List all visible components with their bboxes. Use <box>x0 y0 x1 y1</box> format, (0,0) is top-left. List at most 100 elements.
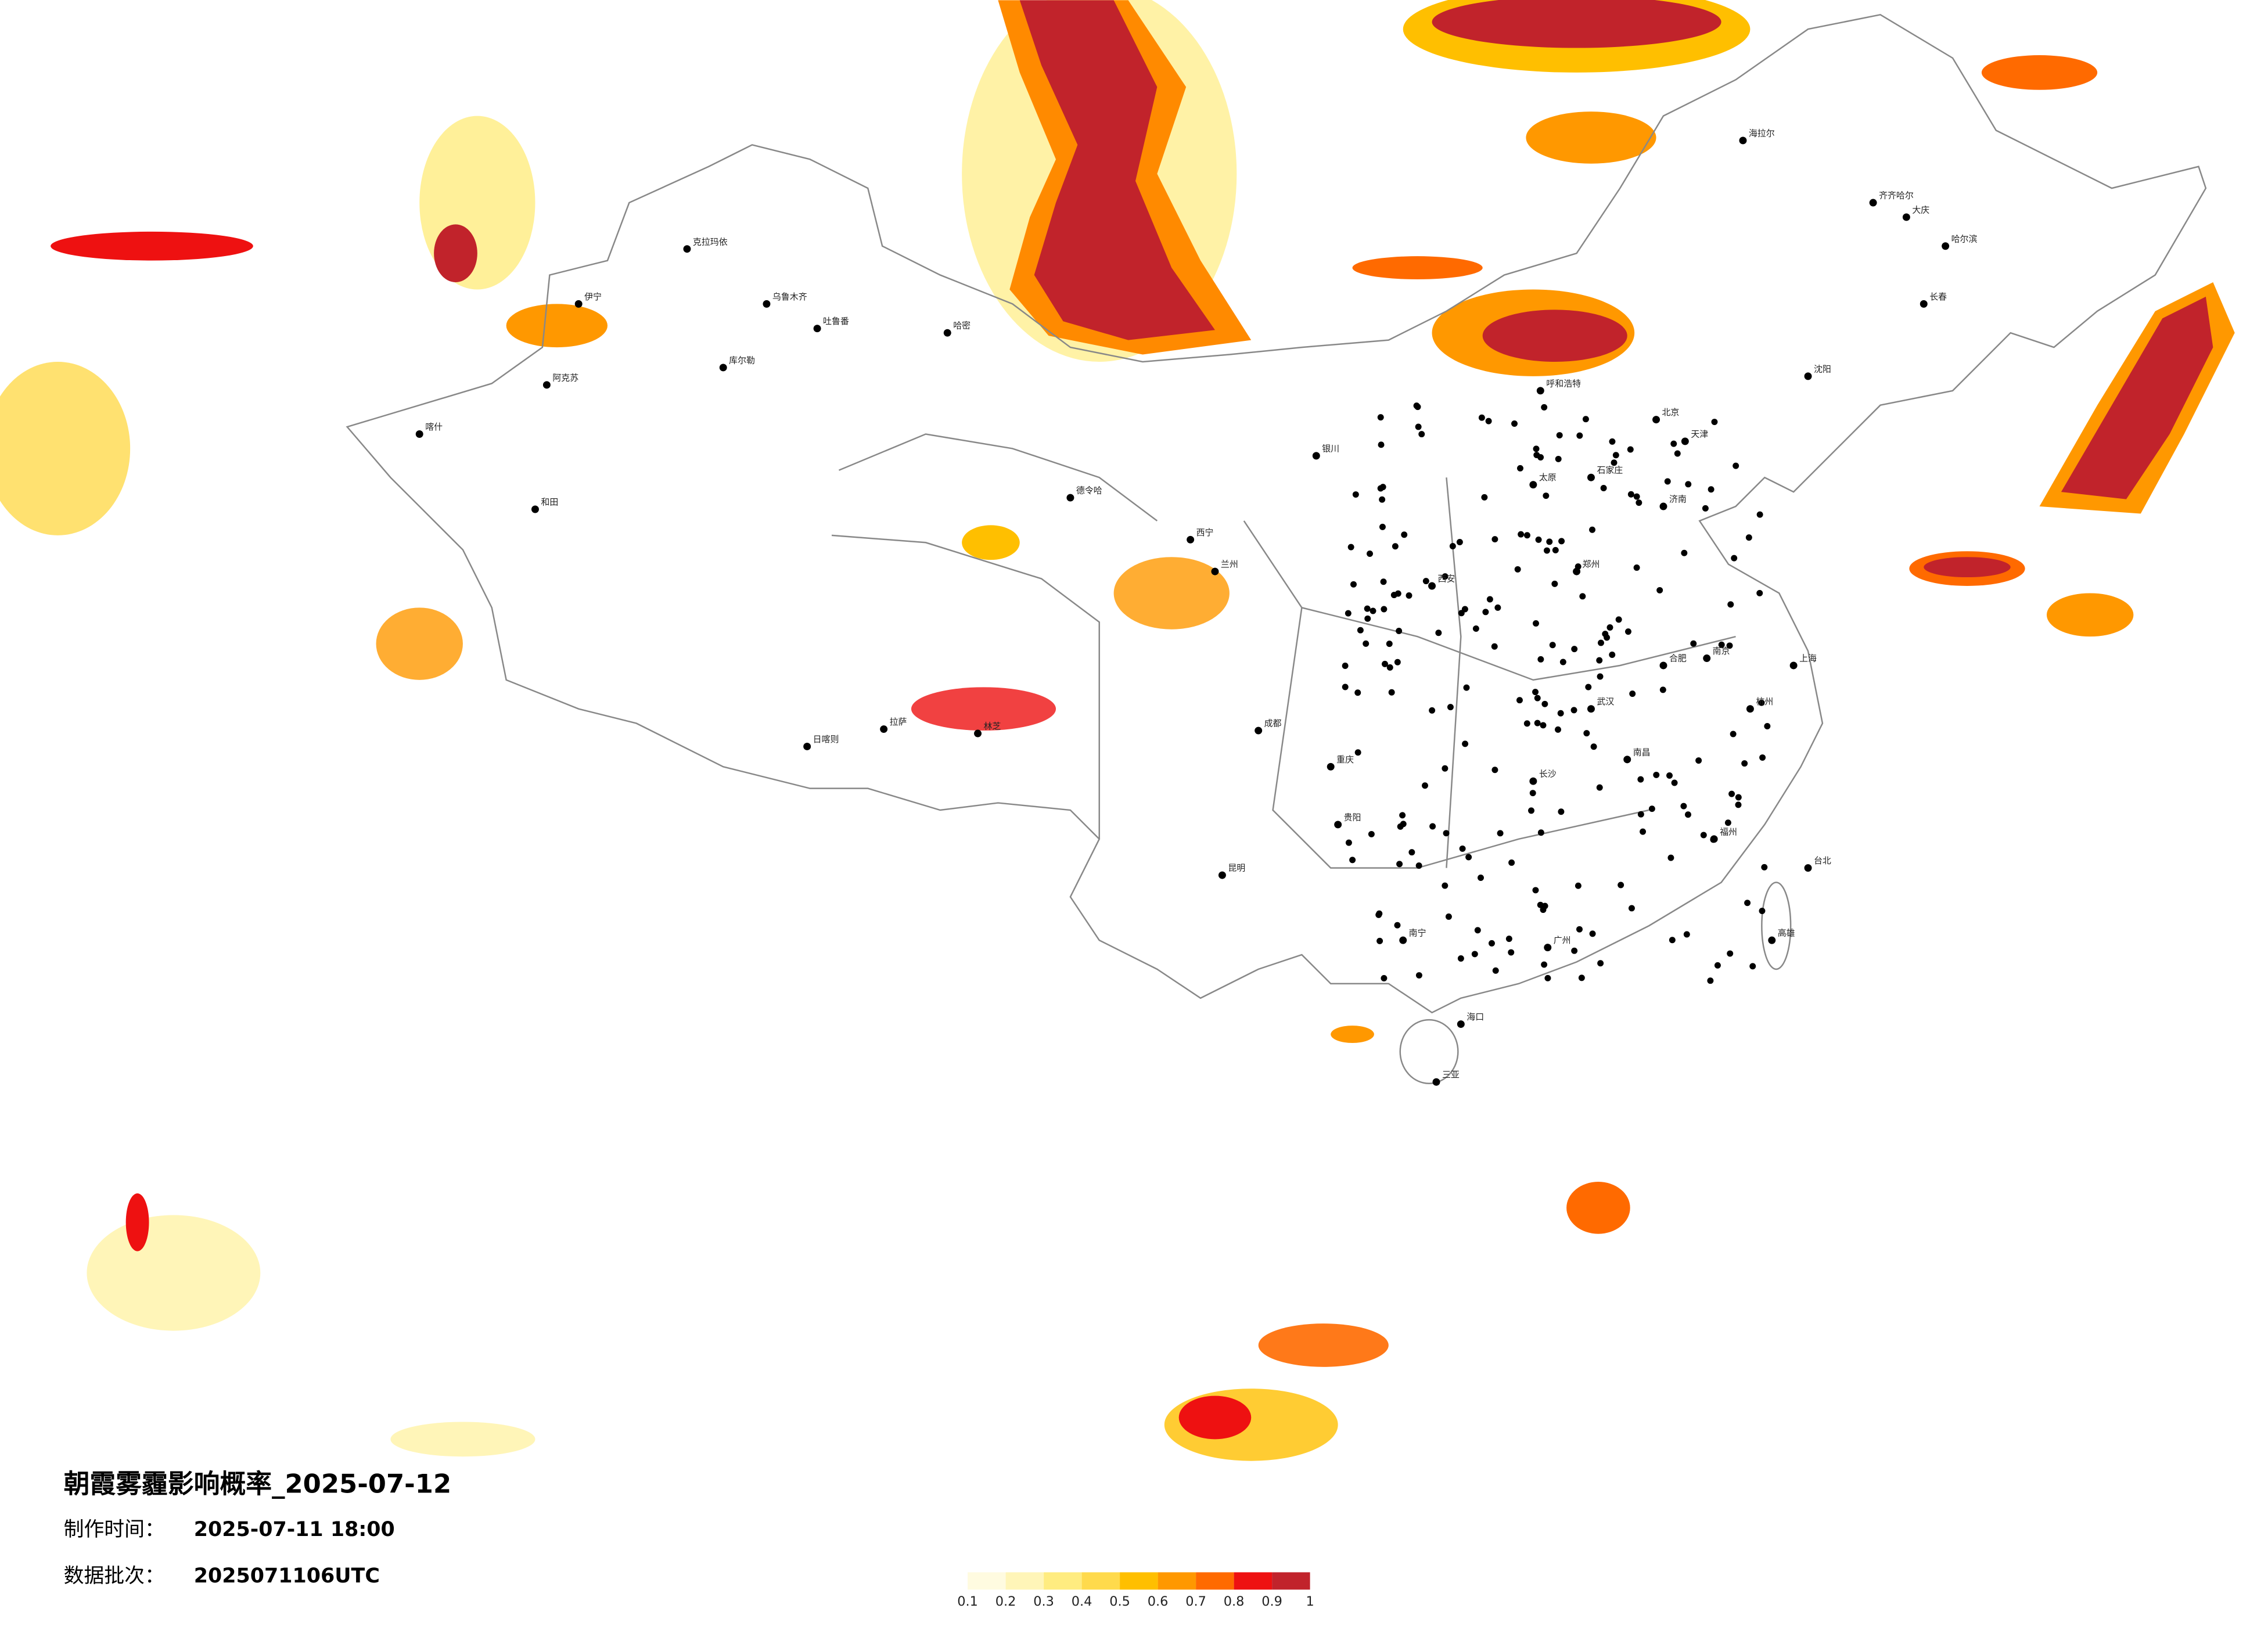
city-label: 日喀则 <box>813 734 839 744</box>
city-dot <box>415 430 423 438</box>
station-dot <box>1392 543 1399 550</box>
station-dot <box>1733 462 1739 469</box>
city-dot <box>1920 300 1928 308</box>
station-dot <box>1505 936 1512 942</box>
station-dot <box>1370 607 1376 614</box>
station-dot <box>1435 629 1442 636</box>
station-dot <box>1345 839 1352 846</box>
station-dot <box>1735 801 1742 808</box>
station-dot <box>1354 749 1361 756</box>
station-dot <box>1636 499 1642 506</box>
station-dot <box>1671 779 1678 786</box>
station-dot <box>1349 857 1356 864</box>
station-dot <box>1388 689 1395 696</box>
station-dot <box>1514 566 1521 573</box>
city-dot <box>1432 1078 1440 1086</box>
station-dot <box>1394 922 1401 929</box>
station-dot <box>1517 465 1523 472</box>
station-dot <box>1633 493 1640 500</box>
station-dot <box>1727 950 1734 957</box>
station-dot <box>1558 808 1565 815</box>
station-dot <box>1368 830 1375 837</box>
station-dot <box>1390 592 1397 599</box>
city-dot <box>1746 705 1754 713</box>
station-dot <box>1350 581 1357 588</box>
station-dot <box>1558 538 1565 545</box>
city-label: 吐鲁番 <box>823 316 849 326</box>
station-dot <box>1759 908 1766 915</box>
station-dot <box>1570 707 1577 714</box>
info-label: 制作时间： <box>64 1518 165 1541</box>
station-dot <box>1576 432 1583 439</box>
station-dot <box>1447 704 1454 711</box>
station-dot <box>1557 710 1564 717</box>
city-dot <box>683 245 691 253</box>
city-label: 三亚 <box>1442 1070 1460 1080</box>
station-dot <box>1589 930 1596 937</box>
city-label: 沈阳 <box>1814 364 1831 374</box>
city-label: 太原 <box>1539 472 1557 483</box>
city-label: 上海 <box>1799 653 1817 664</box>
station-dot <box>1546 538 1553 545</box>
city-dot <box>1327 762 1335 771</box>
station-dot <box>1708 486 1715 493</box>
city-label: 哈尔滨 <box>1951 233 1978 244</box>
station-dot <box>1612 452 1619 459</box>
station-dot <box>1533 620 1539 627</box>
city-label: 库尔勒 <box>729 355 755 365</box>
city-dot <box>1529 481 1537 489</box>
station-dot <box>1728 790 1735 797</box>
info-value: 2025-07-11 18:00 <box>194 1518 395 1541</box>
city-dot <box>1587 705 1595 713</box>
station-dot <box>1533 445 1540 452</box>
map-title: 朝霞雾霾影响概率_2025-07-12 <box>64 1469 452 1499</box>
station-dot <box>1714 962 1721 969</box>
station-dot <box>1606 624 1613 631</box>
station-dot <box>1345 610 1352 617</box>
station-dot <box>1543 547 1550 554</box>
station-dot <box>1681 549 1688 556</box>
city-label: 杭州 <box>1756 696 1773 707</box>
station-dot <box>1418 431 1425 438</box>
station-dot <box>1459 845 1466 852</box>
station-dot <box>1640 828 1647 835</box>
station-dot <box>1363 640 1370 647</box>
station-dot <box>1461 606 1468 613</box>
station-dot <box>1491 643 1498 650</box>
city-label: 北京 <box>1662 407 1680 418</box>
station-dot <box>1442 882 1448 889</box>
station-dot <box>1382 660 1388 667</box>
station-dot <box>1711 419 1718 426</box>
city-dot <box>574 300 583 308</box>
station-dot <box>1551 580 1558 587</box>
station-dot <box>1540 722 1547 729</box>
station-dot <box>1695 757 1702 764</box>
city-dot <box>719 364 727 372</box>
city-label: 高雄 <box>1778 928 1795 938</box>
station-dot <box>1494 604 1501 611</box>
legend-tick-label: 0.8 <box>1224 1594 1245 1609</box>
station-dot <box>1422 578 1429 585</box>
station-dot <box>1680 803 1687 810</box>
station-dot <box>1761 864 1768 870</box>
station-dot <box>1429 707 1436 714</box>
station-dot <box>1381 606 1388 613</box>
haze-areas <box>0 0 2235 1461</box>
legend-swatch <box>968 1572 1006 1590</box>
station-dot <box>1596 784 1603 791</box>
city-dot <box>1255 726 1263 735</box>
legend-tick-label: 1 <box>1306 1594 1314 1609</box>
city-label: 大庆 <box>1912 204 1929 215</box>
station-dot <box>1667 854 1674 861</box>
station-dot <box>1556 432 1563 439</box>
city-dot <box>1428 582 1436 590</box>
station-dot <box>1422 782 1428 789</box>
station-dot <box>1456 539 1463 545</box>
city-label: 海拉尔 <box>1749 128 1775 138</box>
station-dot <box>1364 605 1371 612</box>
station-dot <box>1347 544 1354 551</box>
station-dot <box>1532 689 1539 696</box>
city-label: 乌鲁木齐 <box>772 292 807 302</box>
station-dot <box>1700 832 1707 839</box>
legend-tick-label: 0.2 <box>995 1594 1016 1609</box>
